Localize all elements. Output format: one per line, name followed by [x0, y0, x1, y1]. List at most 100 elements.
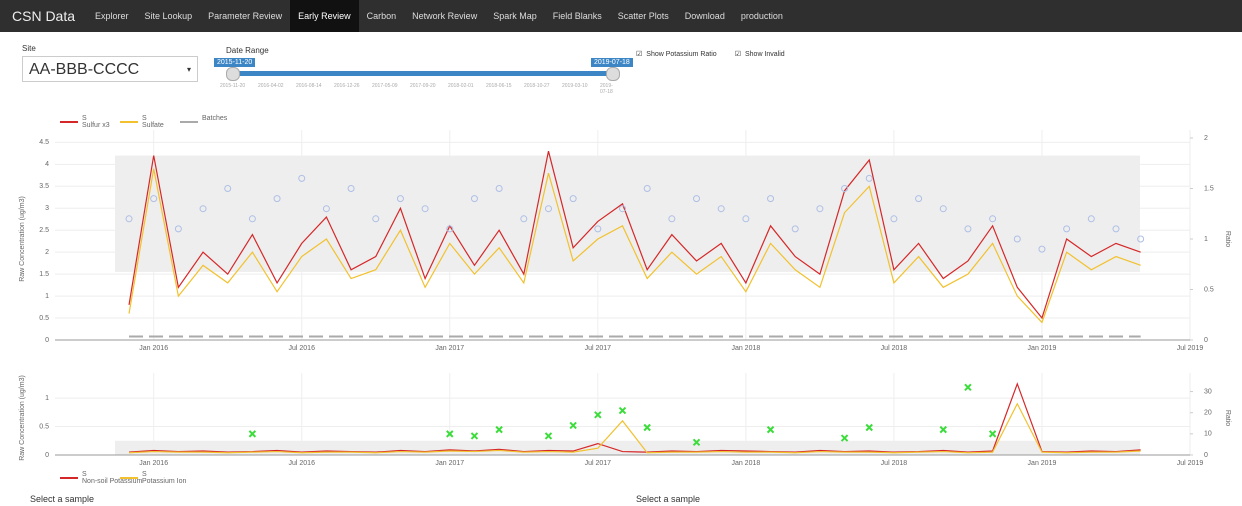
nav-item[interactable]: Field Blanks	[552, 11, 602, 21]
brand[interactable]: CSN Data	[12, 8, 76, 24]
y2-tick-label: 1	[1204, 236, 1208, 243]
ratio-point	[248, 430, 257, 438]
x-tick-label: Jan 2016	[139, 345, 168, 352]
series-line	[128, 168, 1141, 324]
ratio-point	[1112, 225, 1120, 233]
slider-handle[interactable]	[606, 67, 620, 81]
ratio-point	[495, 185, 503, 192]
x-tick-label: Jul 2018	[881, 460, 908, 467]
series-line	[128, 151, 1141, 320]
caret: ▾	[186, 65, 191, 74]
nav-item[interactable]: Network Review	[412, 11, 478, 21]
ratio-point	[865, 174, 873, 182]
ratio-point	[693, 195, 701, 203]
nav-item[interactable]: Site Lookup	[144, 11, 193, 21]
ratio-point	[1013, 235, 1021, 243]
navbar: CSN Data Explorer Site Lookup Parameter Rev…	[0, 0, 1242, 32]
check-box: ☑	[636, 51, 643, 58]
y-tick-label: 2.5	[39, 227, 49, 234]
ratio-point	[273, 195, 281, 203]
x-tick-label: Jan 2018	[731, 460, 760, 467]
slider-to: 2019-07-18	[591, 58, 633, 67]
y-tick-label: 0	[45, 337, 49, 344]
ratio-point	[174, 225, 182, 233]
y2-axis-title: Ratio	[1224, 231, 1231, 247]
check-label: Show Potassium Ratio	[646, 51, 717, 58]
check-box: ☑	[734, 51, 741, 58]
ratio-point	[569, 421, 577, 430]
legend-label: Batches	[202, 115, 228, 122]
y2-tick-label: 0.5	[1204, 286, 1214, 293]
nav-item[interactable]: Scatter Plots	[617, 11, 669, 21]
site-select[interactable]: AA-BBB-CCCC ▾	[22, 56, 198, 82]
x-tick-label: Jan 2016	[139, 460, 168, 467]
y2-tick-label: 30	[1204, 388, 1212, 395]
nav-item[interactable]: Parameter Review	[208, 11, 283, 21]
slider-tick: 2018-06-15	[486, 83, 512, 89]
y2-axis-title: Ratio	[1224, 410, 1231, 426]
slider-tick: 2019-03-10	[562, 83, 588, 89]
y2-tick-label: 1.5	[1204, 185, 1214, 192]
nav-item[interactable]: Early Review	[290, 0, 359, 32]
sample-right: Select a sample	[636, 494, 701, 504]
x-tick-label: Jan 2019	[1028, 460, 1057, 467]
ratio-point	[470, 195, 478, 203]
nav-item[interactable]: Explorer	[95, 11, 129, 21]
ratio-point	[125, 215, 133, 223]
ratio-point	[150, 195, 158, 203]
y2-tick-label: 20	[1204, 410, 1212, 417]
site-label: Site	[22, 44, 36, 53]
ratio-point	[421, 205, 429, 213]
ratio-point	[840, 434, 849, 442]
date-label: Date Range	[226, 46, 269, 55]
ratio-point	[248, 215, 256, 223]
x-tick-label: Jan 2018	[731, 345, 760, 352]
y-tick-label: 0	[45, 452, 49, 459]
x-tick-label: Jul 2017	[585, 460, 612, 467]
legend-group: S	[82, 471, 87, 478]
ratio-point	[643, 423, 651, 432]
nav-item[interactable]: Spark Map	[493, 11, 537, 21]
y2-tick-label: 10	[1204, 431, 1212, 438]
ratio-point	[544, 205, 552, 213]
nav-item[interactable]: Carbon	[366, 11, 397, 21]
slider-tick: 2016-04-02	[258, 83, 284, 89]
ratio-point	[915, 195, 923, 203]
series-line	[128, 382, 1141, 453]
slider-handle[interactable]	[226, 67, 240, 81]
ratio-point	[766, 425, 775, 434]
ratio-point	[495, 425, 503, 434]
legend-label: Sulfur x3	[82, 122, 110, 129]
checkbox[interactable]: ☑ Show Potassium Ratio	[636, 50, 717, 58]
y-tick-label: 3	[45, 205, 49, 212]
nav-item[interactable]: Download	[684, 11, 725, 21]
y-tick-label: 0.5	[39, 423, 49, 430]
ratio-point	[1038, 245, 1046, 253]
y-tick-label: 4.5	[39, 139, 49, 146]
ratio-point	[989, 215, 997, 223]
y-tick-label: 4	[45, 161, 49, 168]
ratio-point	[446, 225, 454, 233]
shaded-band	[115, 155, 1140, 272]
ratio-point	[470, 432, 479, 440]
ratio-point	[619, 205, 626, 213]
y2-tick-label: 2	[1204, 135, 1208, 142]
y2-tick-label: 0	[1204, 337, 1208, 344]
slider-tick: 2017-05-09	[372, 83, 398, 89]
slider-track[interactable]	[232, 71, 612, 76]
legend-label: Potassium Ion	[142, 478, 186, 485]
ratio-point	[964, 225, 972, 233]
slider-from: 2015-11-20	[214, 58, 256, 67]
y2-tick-label: 0	[1204, 452, 1208, 459]
ratio-point	[224, 185, 232, 192]
ratio-point	[347, 185, 355, 192]
ratio-point	[816, 205, 824, 213]
slider-tick: 2016-12-26	[334, 83, 360, 89]
x-tick-label: Jul 2019	[1177, 460, 1204, 467]
nav-item[interactable]: production	[740, 11, 783, 21]
y-tick-label: 1.5	[39, 271, 49, 278]
ratio-point	[865, 423, 873, 432]
checkbox[interactable]: ☑ Show Invalid	[735, 50, 785, 58]
ratio-point	[298, 174, 306, 182]
